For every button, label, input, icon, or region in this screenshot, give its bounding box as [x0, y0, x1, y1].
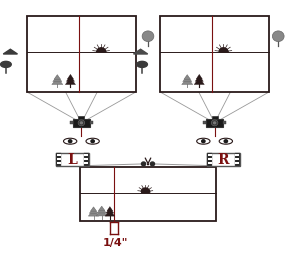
Bar: [57, 158, 61, 160]
Bar: [207, 153, 240, 166]
Polygon shape: [3, 49, 17, 54]
Polygon shape: [97, 207, 106, 213]
Polygon shape: [97, 48, 105, 52]
Circle shape: [68, 139, 73, 143]
Circle shape: [80, 121, 83, 124]
Polygon shape: [52, 78, 63, 85]
Bar: [84, 153, 89, 166]
Polygon shape: [89, 208, 98, 213]
Bar: [235, 154, 239, 156]
Circle shape: [141, 162, 146, 166]
Polygon shape: [65, 78, 75, 85]
Bar: [57, 162, 61, 164]
Polygon shape: [183, 76, 192, 82]
Bar: [84, 158, 88, 160]
Circle shape: [211, 120, 218, 126]
Bar: [208, 154, 212, 156]
Ellipse shape: [197, 138, 210, 144]
Bar: [70, 122, 73, 124]
Bar: [203, 122, 206, 124]
Bar: [212, 116, 218, 119]
Bar: [56, 153, 89, 166]
Bar: [57, 154, 61, 156]
Circle shape: [150, 162, 155, 166]
Circle shape: [142, 31, 154, 42]
Bar: [84, 162, 88, 164]
Polygon shape: [106, 208, 114, 213]
Bar: [78, 116, 84, 119]
Polygon shape: [196, 75, 202, 79]
Polygon shape: [53, 76, 62, 82]
Polygon shape: [105, 210, 115, 216]
Bar: [160, 16, 269, 92]
Polygon shape: [67, 75, 73, 79]
Polygon shape: [195, 76, 203, 81]
Bar: [56, 153, 61, 166]
Circle shape: [201, 139, 206, 143]
Polygon shape: [107, 207, 113, 211]
Polygon shape: [99, 206, 105, 211]
Bar: [206, 119, 223, 127]
Ellipse shape: [1, 61, 11, 68]
Polygon shape: [194, 78, 204, 85]
Polygon shape: [133, 49, 148, 54]
Text: R: R: [218, 153, 229, 167]
Ellipse shape: [86, 138, 99, 144]
Bar: [208, 162, 212, 164]
Bar: [235, 158, 239, 160]
Polygon shape: [184, 75, 191, 79]
Bar: [235, 162, 239, 164]
Polygon shape: [219, 48, 228, 52]
Polygon shape: [141, 188, 149, 192]
Polygon shape: [54, 75, 61, 79]
Ellipse shape: [137, 61, 147, 68]
Circle shape: [78, 120, 85, 126]
Bar: [27, 16, 136, 92]
Bar: [73, 119, 90, 127]
Circle shape: [90, 139, 95, 143]
Circle shape: [272, 31, 284, 42]
Polygon shape: [91, 207, 96, 211]
Text: 1/4": 1/4": [103, 238, 128, 248]
Ellipse shape: [219, 138, 232, 144]
Polygon shape: [182, 78, 193, 85]
Bar: [84, 154, 88, 156]
Polygon shape: [88, 210, 99, 216]
Ellipse shape: [63, 138, 77, 144]
Circle shape: [223, 139, 228, 143]
Bar: [223, 122, 226, 124]
Bar: [235, 153, 240, 166]
Circle shape: [213, 121, 216, 124]
Bar: [207, 153, 212, 166]
Bar: [208, 158, 212, 160]
Text: L: L: [68, 153, 77, 167]
Bar: [80, 167, 216, 221]
Polygon shape: [66, 76, 75, 81]
Bar: [90, 122, 93, 124]
Polygon shape: [96, 209, 107, 216]
